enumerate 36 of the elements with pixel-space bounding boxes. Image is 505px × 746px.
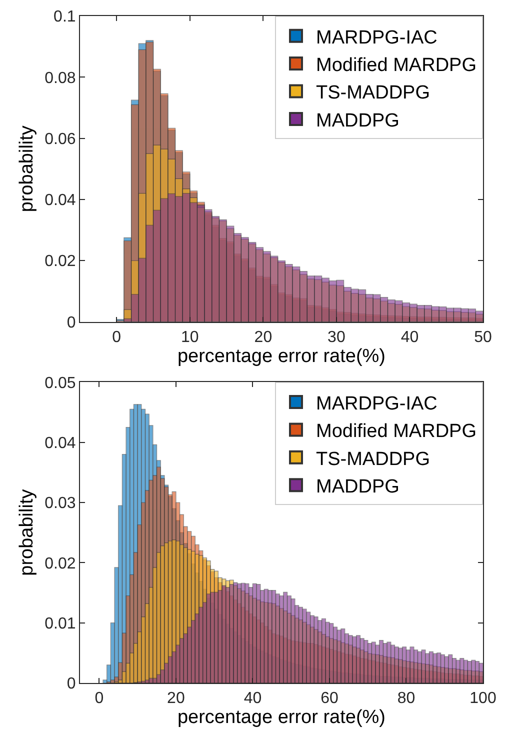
- legend-label: TS-MADDPG: [316, 82, 430, 104]
- y-tick-label: 0.02: [44, 555, 76, 572]
- x-tick-label: 60: [320, 690, 338, 708]
- legend-label: MARDPG-IAC: [316, 27, 438, 48]
- x-tick-label: 20: [167, 690, 185, 708]
- x-tick-label: 40: [400, 328, 419, 346]
- x-tick-label: 0: [112, 328, 122, 346]
- x-axis-title: percentage error rate(%): [177, 346, 386, 367]
- y-tick-label: 0: [66, 676, 76, 693]
- legend-label: MADDPG: [316, 476, 400, 498]
- y-tick-label: 0.1: [54, 8, 76, 26]
- y-axis-title: probability: [16, 488, 38, 576]
- y-tick-label: 0.06: [44, 130, 76, 148]
- legend-label: Modified MARDPG: [316, 54, 476, 76]
- x-tick-label: 0: [94, 690, 104, 708]
- x-tick-label: 40: [244, 690, 262, 708]
- x-tick-label: 30: [328, 328, 346, 346]
- y-tick-label: 0.08: [44, 70, 76, 87]
- x-axis-title: percentage error rate(%): [177, 707, 386, 728]
- x-tick-label: 20: [254, 328, 272, 346]
- x-tick-label: 80: [397, 690, 416, 708]
- legend-label: TS-MADDPG: [316, 448, 430, 470]
- y-tick-label: 0.03: [44, 495, 76, 512]
- x-tick-label: 50: [474, 328, 492, 346]
- y-tick-label: 0.04: [44, 192, 76, 210]
- y-axis-title: probability: [16, 125, 38, 212]
- y-tick-label: 0.02: [44, 253, 76, 270]
- legend-label: Modified MARDPG: [316, 421, 476, 442]
- y-tick-label: 0: [66, 314, 76, 332]
- legend-label: MARDPG-IAC: [316, 393, 438, 414]
- y-tick-label: 0.01: [44, 615, 76, 632]
- x-tick-label: 10: [181, 328, 199, 346]
- legend-label: MADDPG: [316, 110, 400, 132]
- x-tick-label: 100: [470, 690, 496, 708]
- y-tick-label: 0.05: [44, 374, 76, 392]
- y-tick-label: 0.04: [44, 434, 76, 452]
